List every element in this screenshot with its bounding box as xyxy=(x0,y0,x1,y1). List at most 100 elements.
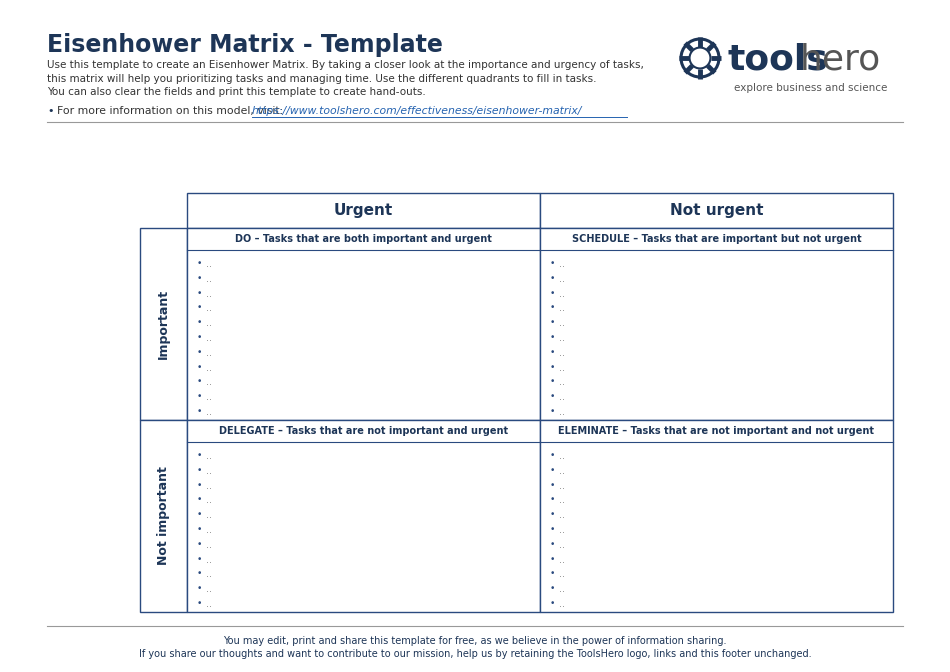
Text: •: • xyxy=(197,363,201,372)
Bar xyxy=(187,420,540,612)
Text: •: • xyxy=(197,599,201,608)
Text: ..: .. xyxy=(206,584,212,594)
Bar xyxy=(540,420,893,612)
Text: ..: .. xyxy=(206,274,212,284)
Text: ..: .. xyxy=(559,348,565,358)
Text: Not important: Not important xyxy=(157,466,170,565)
Text: ..: .. xyxy=(206,510,212,520)
Text: •: • xyxy=(197,259,201,268)
Bar xyxy=(187,193,540,228)
Text: ..: .. xyxy=(206,525,212,535)
Text: ..: .. xyxy=(206,554,212,564)
Bar xyxy=(140,420,187,612)
Text: •: • xyxy=(549,540,555,549)
Text: •: • xyxy=(197,495,201,505)
Text: •: • xyxy=(549,599,555,608)
Text: ..: .. xyxy=(206,451,212,461)
Text: •: • xyxy=(549,319,555,327)
Text: ..: .. xyxy=(206,333,212,343)
Text: •: • xyxy=(549,451,555,460)
Text: ..: .. xyxy=(206,363,212,372)
Text: ..: .. xyxy=(206,407,212,417)
Text: ..: .. xyxy=(559,451,565,461)
Text: https://www.toolshero.com/effectiveness/eisenhower-matrix/: https://www.toolshero.com/effectiveness/… xyxy=(252,106,582,116)
Bar xyxy=(140,228,187,420)
Text: tools: tools xyxy=(728,43,828,77)
Text: ..: .. xyxy=(206,392,212,403)
Text: •: • xyxy=(549,378,555,386)
Text: ..: .. xyxy=(559,392,565,403)
Text: •: • xyxy=(549,259,555,268)
Text: ..: .. xyxy=(559,407,565,417)
Text: If you share our thoughts and want to contribute to our mission, help us by reta: If you share our thoughts and want to co… xyxy=(139,649,811,659)
Text: Eisenhower Matrix - Template: Eisenhower Matrix - Template xyxy=(47,33,443,57)
Text: ..: .. xyxy=(559,319,565,328)
Text: •: • xyxy=(197,274,201,283)
Text: •: • xyxy=(197,540,201,549)
Text: ..: .. xyxy=(206,378,212,387)
Text: •: • xyxy=(549,303,555,312)
Bar xyxy=(187,228,540,420)
Text: •: • xyxy=(197,378,201,386)
Text: •: • xyxy=(549,363,555,372)
Text: •: • xyxy=(549,466,555,475)
Text: ..: .. xyxy=(206,303,212,313)
Text: ..: .. xyxy=(206,288,212,298)
Text: •: • xyxy=(549,288,555,298)
Text: ELEMINATE – Tasks that are not important and not urgent: ELEMINATE – Tasks that are not important… xyxy=(559,426,875,436)
Text: •: • xyxy=(197,392,201,401)
Text: •: • xyxy=(197,288,201,298)
Text: ..: .. xyxy=(559,569,565,579)
Bar xyxy=(540,228,893,420)
Text: •: • xyxy=(549,584,555,593)
Text: You may edit, print and share this template for free, as we believe in the power: You may edit, print and share this templ… xyxy=(223,636,727,646)
Text: ..: .. xyxy=(559,525,565,535)
Text: ..: .. xyxy=(206,259,212,269)
Text: •: • xyxy=(549,274,555,283)
Text: SCHEDULE – Tasks that are important but not urgent: SCHEDULE – Tasks that are important but … xyxy=(572,234,862,244)
Text: For more information on this model, visit:: For more information on this model, visi… xyxy=(57,106,287,116)
Text: ..: .. xyxy=(206,569,212,579)
Text: DO – Tasks that are both important and urgent: DO – Tasks that are both important and u… xyxy=(235,234,492,244)
Text: •: • xyxy=(549,392,555,401)
Text: ..: .. xyxy=(559,599,565,609)
Text: ..: .. xyxy=(559,303,565,313)
Text: •: • xyxy=(549,495,555,505)
Text: ..: .. xyxy=(559,333,565,343)
Text: •: • xyxy=(47,106,53,116)
Text: •: • xyxy=(197,554,201,564)
Text: •: • xyxy=(197,525,201,534)
Text: •: • xyxy=(549,554,555,564)
Text: •: • xyxy=(197,319,201,327)
Text: DELEGATE – Tasks that are not important and urgent: DELEGATE – Tasks that are not important … xyxy=(218,426,508,436)
Text: •: • xyxy=(197,480,201,490)
Text: •: • xyxy=(197,569,201,579)
Text: this matrix will help you prioritizing tasks and managing time. Use the differen: this matrix will help you prioritizing t… xyxy=(47,73,597,83)
Text: hero: hero xyxy=(800,43,882,77)
Text: ..: .. xyxy=(559,363,565,372)
Text: ..: .. xyxy=(206,480,212,491)
Text: •: • xyxy=(549,407,555,416)
Text: •: • xyxy=(197,333,201,342)
Text: Urgent: Urgent xyxy=(333,203,393,218)
Text: Not urgent: Not urgent xyxy=(670,203,763,218)
Text: ..: .. xyxy=(206,599,212,609)
Text: •: • xyxy=(197,407,201,416)
Text: •: • xyxy=(549,333,555,342)
Text: ..: .. xyxy=(559,554,565,564)
Text: •: • xyxy=(549,525,555,534)
Text: explore business and science: explore business and science xyxy=(734,83,887,93)
Text: ..: .. xyxy=(559,259,565,269)
Text: Important: Important xyxy=(157,289,170,359)
Text: ..: .. xyxy=(559,510,565,520)
Text: •: • xyxy=(197,303,201,312)
Text: ..: .. xyxy=(559,584,565,594)
Text: •: • xyxy=(549,480,555,490)
Text: ..: .. xyxy=(559,466,565,476)
Text: •: • xyxy=(197,466,201,475)
Text: ..: .. xyxy=(559,274,565,284)
Text: •: • xyxy=(549,569,555,579)
Bar xyxy=(540,193,893,228)
Text: •: • xyxy=(197,451,201,460)
Text: ..: .. xyxy=(559,540,565,550)
